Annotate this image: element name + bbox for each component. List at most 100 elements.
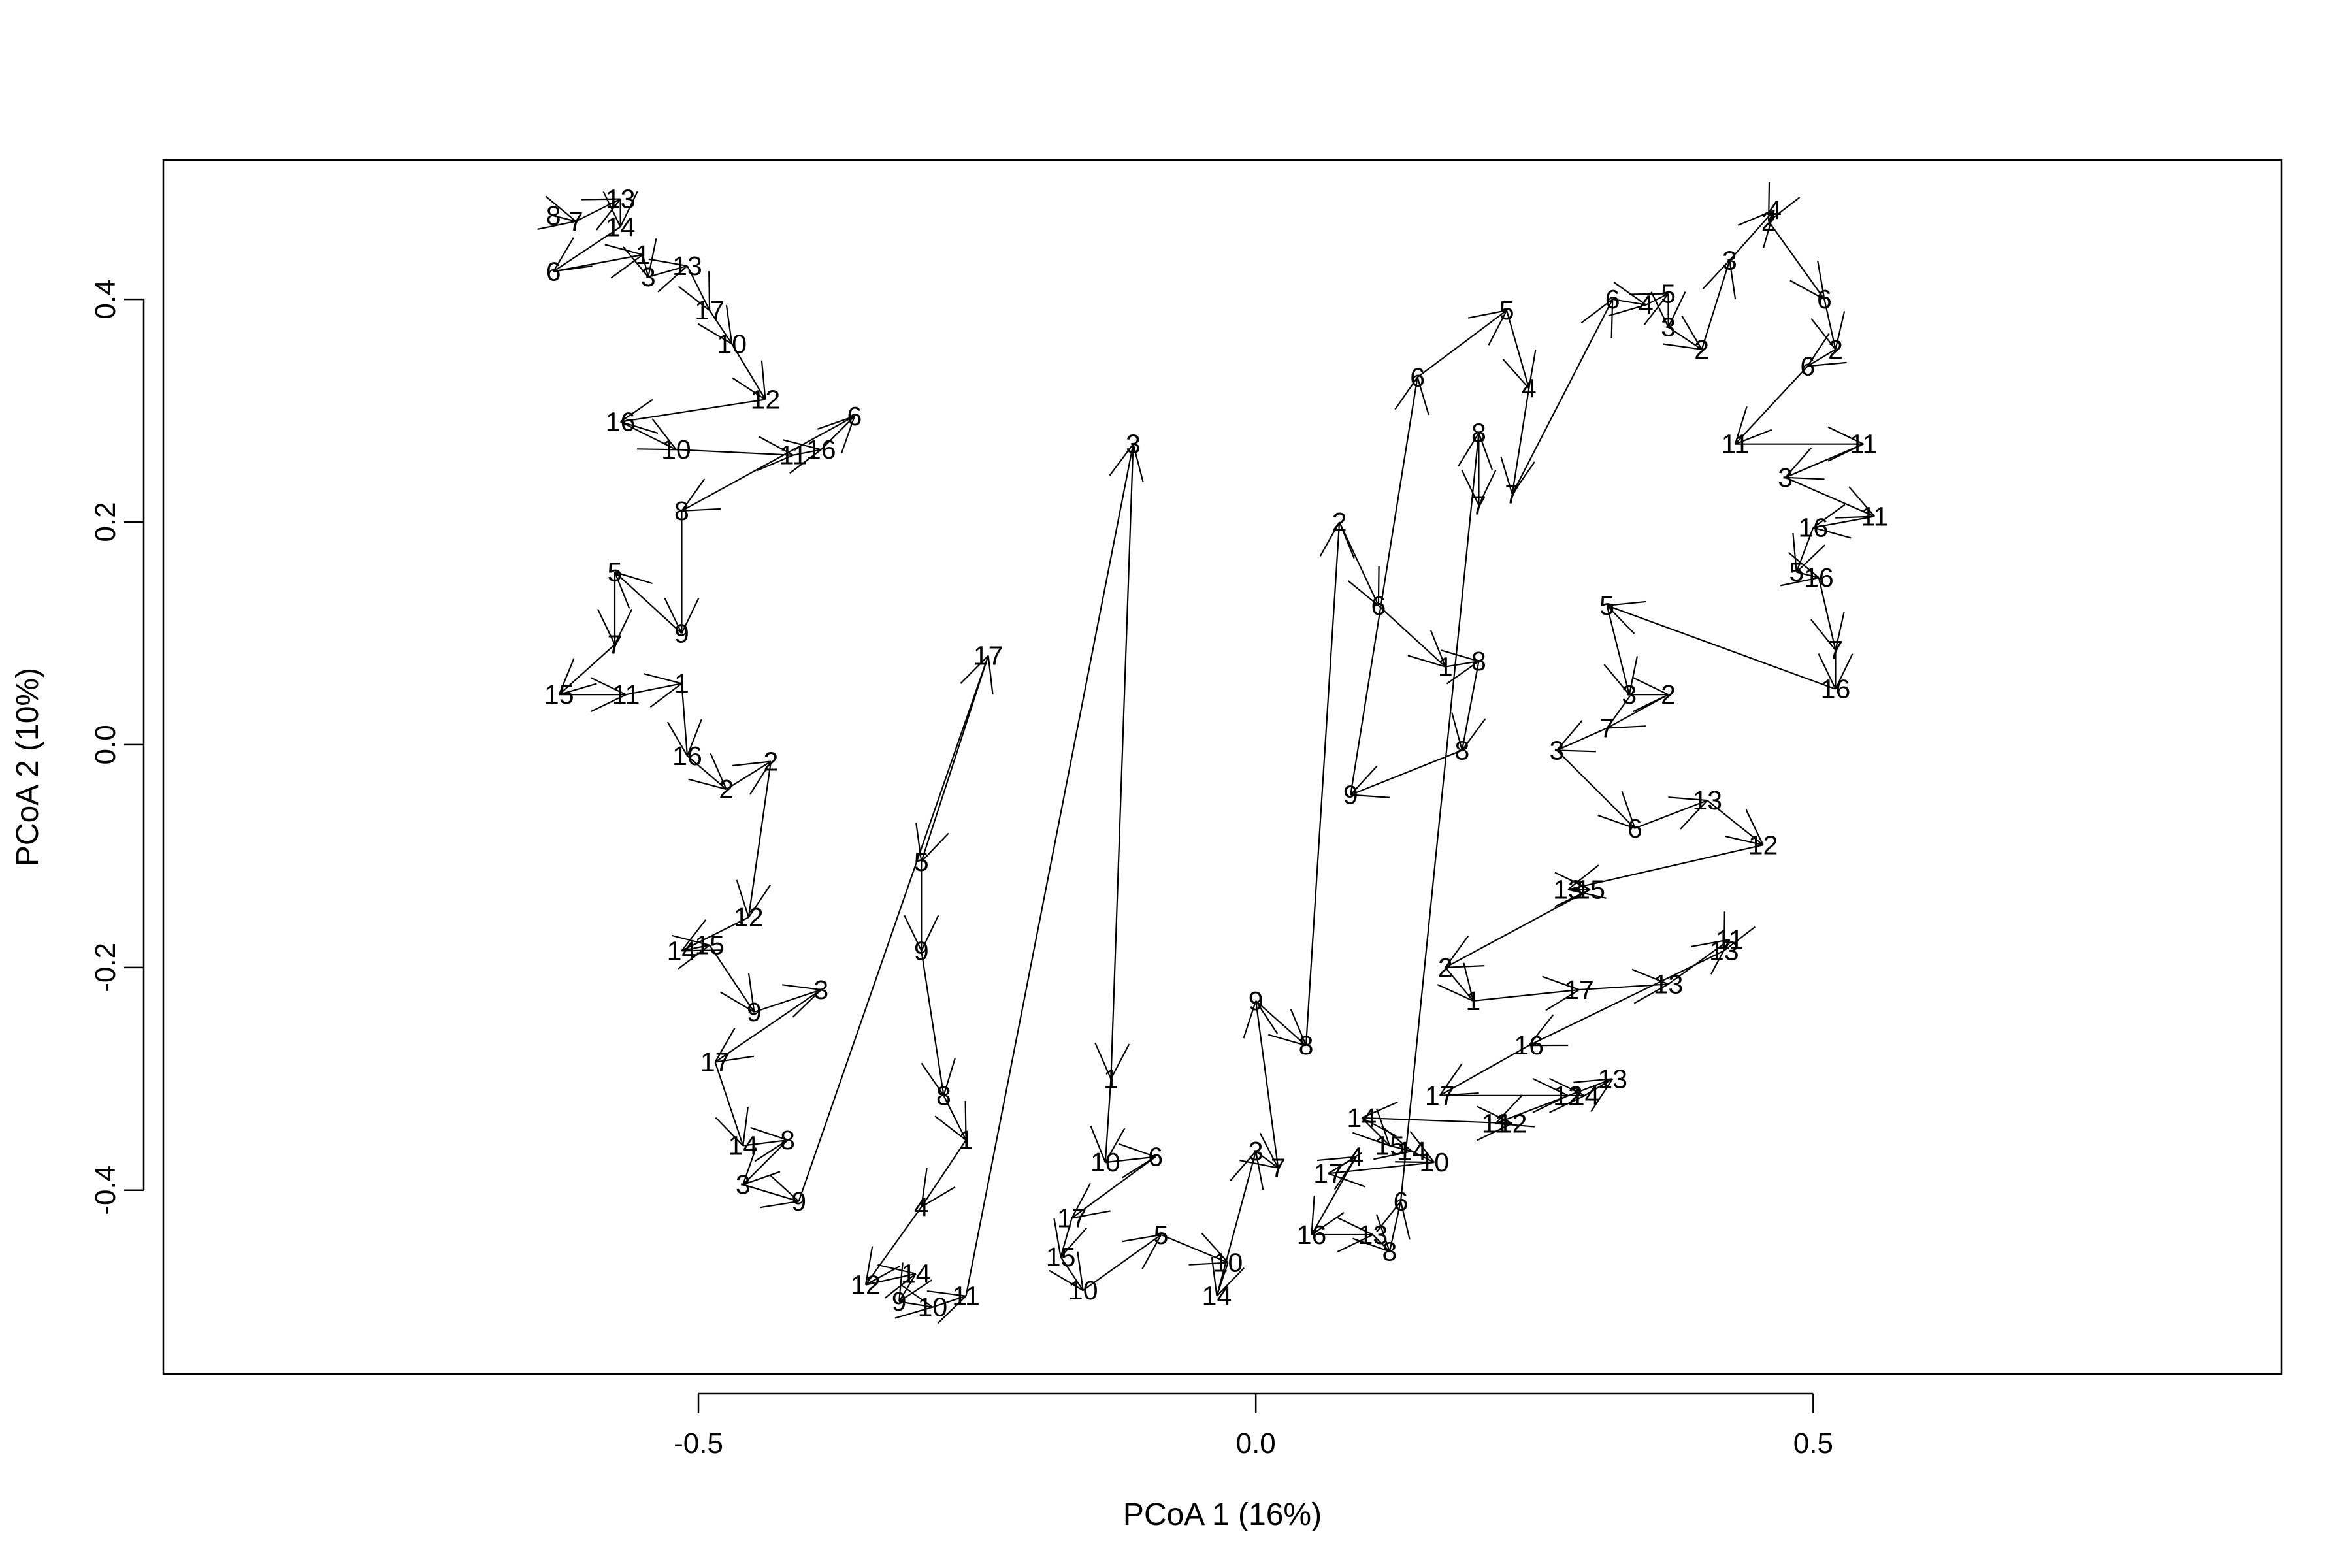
arrow-head [1409,1131,1435,1163]
arrow-head [1549,1094,1586,1113]
arrow-shaft [1729,209,1775,261]
point-label: 9 [892,1286,907,1316]
arrow-head [1429,630,1446,667]
arrow-shaft [575,198,621,222]
arrow-head [595,198,621,231]
trajectory-arrow [1549,1077,1586,1113]
arrow-head [1230,1151,1257,1182]
arrow-shaft [1378,605,1446,668]
trajectory-arrow [1090,1079,1126,1163]
trajectory-arrow [1723,911,1756,952]
arrow-shaft [1556,727,1608,751]
arrow-head [1439,1063,1463,1096]
point-label: 17 [1057,1203,1087,1233]
arrow-head [1628,656,1639,695]
point-label: 4 [1767,195,1782,225]
arrow-head [1311,1212,1345,1235]
trajectory-arrow [1071,1156,1156,1219]
arrow-head [1668,796,1708,802]
arrow-head [1763,210,1775,248]
arrow-shaft [681,683,689,757]
point-label: 15 [544,679,574,710]
arrow-head [1211,1257,1218,1296]
arrow-head [678,944,710,970]
arrow-shaft [1723,939,1731,951]
arrow-shaft [1411,1151,1435,1164]
arrow-head [1478,469,1497,506]
point-label: 12 [851,1270,881,1300]
trajectory-arrow [1416,310,1508,378]
arrow-head [1445,935,1469,968]
trajectory-arrow [817,416,855,454]
arrow-head [921,832,949,862]
arrow-head [1337,1233,1373,1252]
trajectory-arrow [620,418,677,451]
arrow-head [1259,1132,1279,1169]
trajectory-arrow [664,510,700,634]
arrow-shaft [1645,293,1669,306]
x-axis-title: PCoA 1 (16%) [1123,1497,1322,1532]
trajectory-arrow [687,753,727,791]
trajectory-arrow [602,191,638,227]
arrow-head [1500,456,1513,495]
arrow-shaft [742,1139,789,1185]
arrow-shaft [620,399,766,423]
point-label: 10 [1068,1275,1098,1305]
arrow-head [614,608,633,645]
arrow-head [1848,486,1876,517]
point-label: 10 [1213,1248,1243,1278]
point-label: 11 [1482,1108,1510,1138]
arrow-head [619,191,638,227]
arrow-head [1549,1077,1586,1096]
arrow-shaft [681,944,710,952]
trajectory-arrow [647,258,688,293]
point-label: 8 [780,1125,795,1155]
arrow-head [1049,1269,1084,1292]
trajectory-arrow [681,416,855,512]
arrow-head [817,416,855,430]
arrow-shaft [1528,950,1725,1047]
arrow-head [657,265,688,293]
arrow-head [1216,1267,1245,1297]
point-label: 8 [1471,418,1486,448]
point-label: 9 [791,1186,806,1217]
trajectory-arrow [714,989,822,1063]
point-label: 5 [1499,295,1514,325]
arrow-shaft [1818,577,1837,651]
arrow-head [1441,649,1479,662]
arrow-head [921,915,939,951]
arrow-head [1375,1201,1401,1233]
trajectory-arrow [714,1062,749,1147]
y-axis-title: PCoA 2 (10%) [10,668,45,866]
point-label: 8 [1299,1030,1314,1060]
point-label: 7 [1828,635,1843,665]
arrow-head [760,360,766,400]
arrow-shaft [921,655,989,862]
arrow-head [720,991,755,1013]
arrow-head [921,1168,928,1207]
trajectory-arrow [537,195,577,230]
arrow-shaft [686,265,711,311]
arrow-head [681,949,721,952]
plot-frame [162,159,2283,1375]
arrow-head [1734,406,1748,444]
point-label: 13 [1597,1064,1627,1094]
trajectory-arrow [798,655,994,1202]
arrow-shaft [715,989,822,1063]
trajectory-arrow [614,571,683,634]
arrow-head [1545,988,1580,1011]
point-label: 11 [612,679,640,710]
arrow-shaft [1339,521,1379,606]
point-label: 13 [1553,875,1583,905]
arrow-shaft [1807,348,1837,367]
arrow-head [1745,809,1764,845]
arrow-shaft [1768,210,1775,222]
point-label: 9 [1249,986,1264,1016]
point-label: 14 [606,212,636,242]
arrow-head [715,1117,744,1147]
arrow-head [1461,469,1480,506]
arrow-shaft [676,449,794,456]
arrow-head [904,915,923,951]
arrow-head [647,238,657,278]
